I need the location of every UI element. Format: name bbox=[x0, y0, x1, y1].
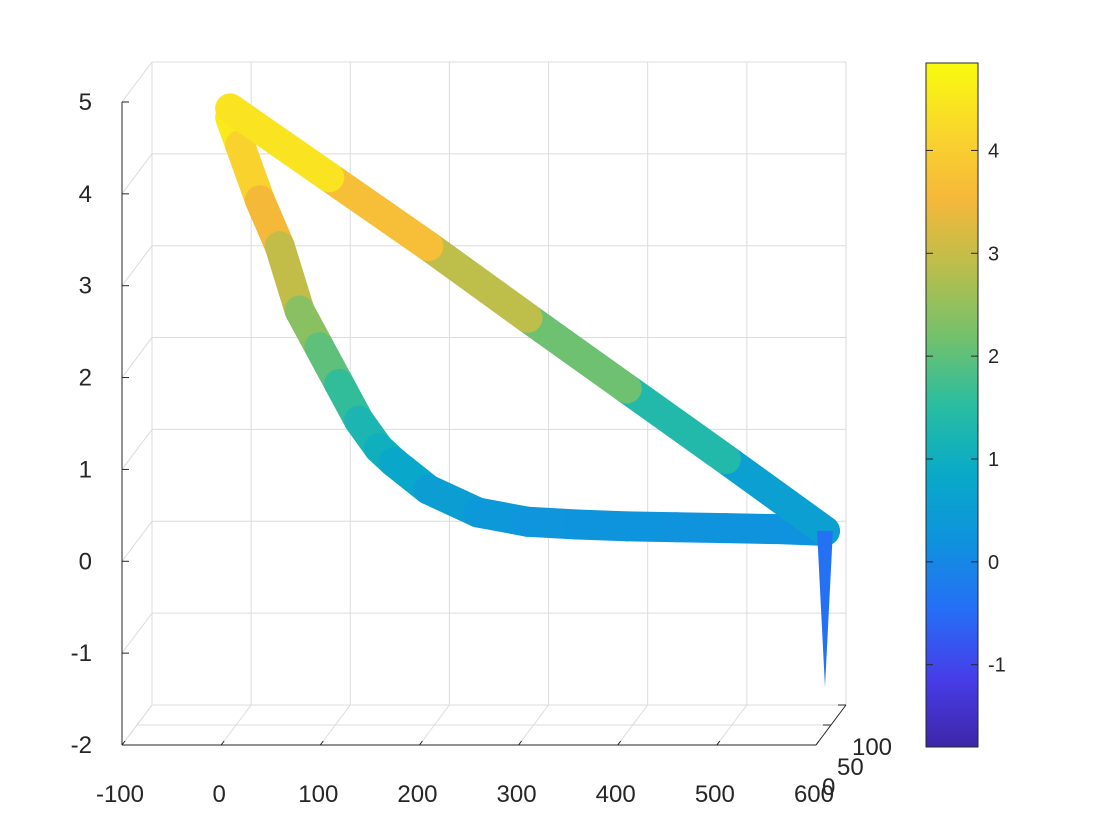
z-tick-label: 3 bbox=[79, 273, 92, 300]
z-tick-label: 5 bbox=[79, 89, 92, 116]
x-tick-mark bbox=[419, 740, 423, 746]
x-tick-mark bbox=[518, 740, 522, 746]
side-grid-line bbox=[121, 153, 153, 195]
side-grid-line bbox=[121, 61, 153, 103]
x-tick-mark bbox=[319, 740, 324, 746]
y-tick-label: 50 bbox=[837, 754, 864, 781]
y-tick-label: 100 bbox=[852, 734, 892, 761]
x-tick-label: 0 bbox=[212, 781, 225, 808]
x-tick-label: -100 bbox=[96, 781, 144, 808]
x-tick-label: 600 bbox=[794, 781, 834, 808]
x-tick-mark bbox=[815, 740, 820, 746]
colorbar-tick-label: 2 bbox=[988, 346, 999, 368]
colorbar-tick-label: -1 bbox=[988, 655, 1006, 677]
x-tick-mark bbox=[220, 740, 225, 746]
colorbar: 4 3 2 1 0 -1 bbox=[925, 62, 1006, 748]
colorbar-tick-label: 4 bbox=[988, 140, 999, 162]
z-tick-label: -2 bbox=[71, 732, 92, 759]
side-grid-line bbox=[121, 429, 153, 470]
side-grid-line bbox=[121, 337, 153, 378]
x-tick-mark bbox=[617, 740, 622, 746]
x-tick-mark bbox=[121, 740, 126, 746]
surface-spike bbox=[817, 530, 833, 688]
surface-segment bbox=[215, 93, 345, 193]
y-tick-label: 0 bbox=[822, 774, 835, 801]
x-tick-label: 300 bbox=[497, 781, 537, 808]
surface-segment bbox=[314, 162, 444, 262]
z-tick-label: 0 bbox=[79, 548, 92, 575]
colorbar-tick-label: 0 bbox=[988, 552, 999, 574]
x-tick-mark bbox=[716, 740, 721, 746]
surface-segment bbox=[611, 373, 741, 475]
z-tick-label: 4 bbox=[79, 181, 92, 208]
x-tick-label: 500 bbox=[695, 781, 735, 808]
chart-grid bbox=[121, 61, 847, 746]
z-tick-label: -1 bbox=[71, 640, 92, 667]
colorbar-gradient bbox=[925, 62, 979, 748]
surface-plot bbox=[215, 93, 840, 688]
surface-segment bbox=[512, 302, 642, 404]
z-tick-label: 2 bbox=[79, 365, 92, 392]
colorbar-tick-label: 3 bbox=[988, 243, 999, 265]
z-tick-label: 1 bbox=[79, 456, 92, 483]
side-grid-line bbox=[121, 520, 153, 562]
surface-segment bbox=[710, 444, 840, 546]
x-tick-label: 200 bbox=[397, 781, 437, 808]
x-tick-label: 100 bbox=[298, 781, 338, 808]
x-tick-label: 400 bbox=[596, 781, 636, 808]
colorbar-tick-label: 1 bbox=[988, 449, 999, 471]
surface-segment bbox=[413, 231, 543, 333]
chart-axes bbox=[121, 101, 847, 746]
back-wall-edge bbox=[152, 61, 847, 705]
side-grid-line bbox=[121, 245, 153, 287]
side-grid-line bbox=[121, 612, 153, 654]
